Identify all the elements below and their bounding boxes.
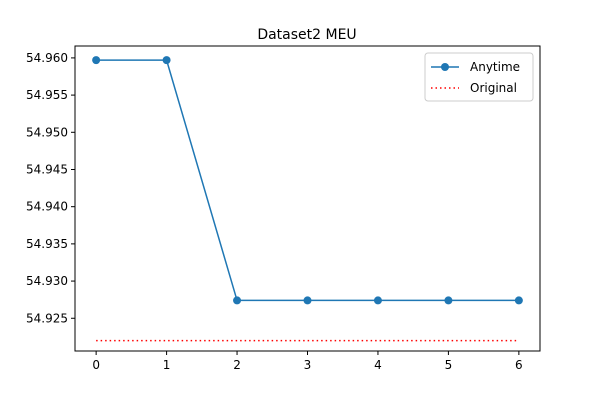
x-tick-label: 2 bbox=[233, 358, 241, 372]
y-tick-label: 54.955 bbox=[26, 88, 68, 102]
chart-title: Dataset2 MEU bbox=[257, 27, 356, 43]
plot-series bbox=[92, 56, 523, 342]
x-tick-label: 0 bbox=[92, 358, 100, 372]
data-point-anytime bbox=[303, 296, 312, 305]
x-axis: 0 1 2 3 4 5 6 bbox=[92, 351, 523, 372]
data-point-anytime bbox=[514, 296, 523, 305]
data-point-anytime bbox=[373, 296, 382, 305]
y-axis: 54.925 54.930 54.935 54.940 54.945 54.950 54.9… bbox=[26, 51, 75, 325]
x-tick-label: 4 bbox=[374, 358, 382, 372]
y-tick-label: 54.940 bbox=[26, 200, 68, 214]
legend-label-anytime: Anytime bbox=[470, 60, 520, 74]
legend: Anytime Original bbox=[424, 52, 534, 102]
data-point-anytime bbox=[233, 296, 242, 305]
y-tick-label: 54.945 bbox=[26, 162, 68, 176]
legend-box bbox=[424, 52, 534, 102]
y-tick-label: 54.930 bbox=[26, 274, 68, 288]
x-tick-label: 6 bbox=[515, 358, 523, 372]
legend-label-original: Original bbox=[470, 81, 517, 95]
data-point-anytime bbox=[444, 296, 453, 305]
y-tick-label: 54.935 bbox=[26, 237, 68, 251]
y-tick-label: 54.925 bbox=[26, 311, 68, 325]
legend-marker-anytime bbox=[441, 63, 449, 71]
data-point-anytime bbox=[92, 56, 101, 65]
y-tick-label: 54.960 bbox=[26, 51, 68, 65]
data-point-anytime bbox=[162, 56, 171, 65]
x-tick-label: 1 bbox=[163, 358, 171, 372]
x-tick-label: 5 bbox=[445, 358, 453, 372]
x-tick-label: 3 bbox=[304, 358, 312, 372]
y-tick-label: 54.950 bbox=[26, 125, 68, 139]
